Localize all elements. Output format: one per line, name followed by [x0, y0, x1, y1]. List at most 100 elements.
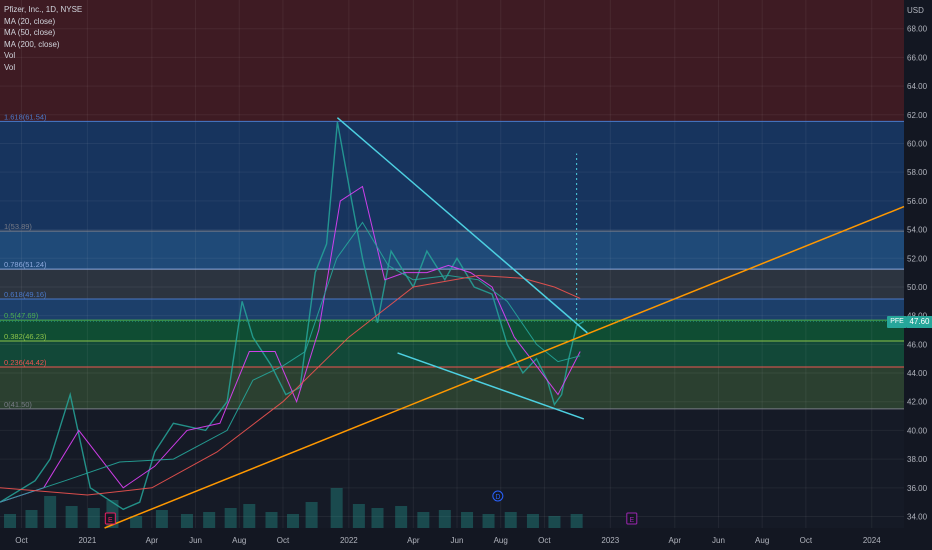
volume-bar — [65, 506, 78, 528]
volume-bar — [286, 514, 299, 528]
x-tick-label: Aug — [494, 536, 508, 545]
legend-ma200[interactable]: MA (200, close) — [4, 39, 60, 49]
volume-bar — [526, 514, 539, 528]
fib-level-label: 1.618(61.54) — [4, 112, 47, 121]
volume-bar — [180, 514, 193, 528]
volume-bar — [87, 508, 100, 528]
fib-level-label: 0.236(44.42) — [4, 358, 47, 367]
volume-bar — [417, 512, 430, 528]
legend-vol-1[interactable]: Vol — [4, 51, 16, 61]
y-tick-label: 64.00 — [907, 82, 928, 91]
series-line — [0, 185, 581, 503]
fib-zone — [0, 341, 904, 368]
legend-ma50[interactable]: MA (50, close) — [4, 28, 56, 38]
x-tick-label: Jun — [451, 536, 464, 545]
x-tick-label: Jun — [712, 536, 725, 545]
fib-zone-top — [0, 0, 904, 122]
y-tick-label: 46.00 — [907, 340, 928, 349]
x-tick-label: 2021 — [78, 536, 96, 545]
earnings-marker — [626, 512, 638, 525]
trendline — [104, 205, 905, 529]
volume-bar — [224, 508, 237, 528]
y-tick-label: 56.00 — [907, 197, 928, 206]
y-tick-label: 58.00 — [907, 168, 928, 177]
x-tick-label: Apr — [407, 536, 420, 545]
x-tick-label: Jun — [189, 536, 202, 545]
x-tick-label: 2022 — [340, 536, 358, 545]
volume-bar — [570, 514, 583, 528]
x-tick-label: Apr — [146, 536, 159, 545]
event-marker-label: E — [629, 517, 634, 524]
series-line — [0, 121, 585, 511]
fib-zone — [0, 320, 904, 342]
series-line — [0, 221, 581, 503]
volume-bar — [130, 516, 143, 528]
volume-bar — [44, 496, 57, 528]
x-tick-label: Oct — [15, 536, 28, 545]
fib-level-label: 0.786(51.24) — [4, 260, 47, 269]
y-tick-label: 62.00 — [907, 111, 928, 120]
event-marker-label: E — [108, 517, 113, 524]
event-marker-label: D — [495, 494, 500, 501]
symbol-tag: PFE — [887, 316, 907, 328]
fib-level-label: 0.618(49.16) — [4, 290, 47, 299]
y-tick-label: 38.00 — [907, 455, 928, 464]
fib-zone — [0, 299, 904, 321]
volume-bar — [395, 506, 408, 528]
x-tick-label: Aug — [755, 536, 769, 545]
y-tick-label: 44.00 — [907, 369, 928, 378]
trendline — [336, 117, 588, 334]
volume-bar — [155, 510, 168, 528]
fib-level-label: 0(41.50) — [4, 400, 32, 409]
x-tick-label: Oct — [277, 536, 290, 545]
y-tick-label: 40.00 — [907, 426, 928, 435]
x-tick-label: 2024 — [863, 536, 881, 545]
y-tick-label: 42.00 — [907, 398, 928, 407]
indicator-legend: Pfizer, Inc., 1D, NYSE MA (20, close) MA… — [4, 4, 82, 74]
currency-label: USD — [907, 6, 924, 15]
last-price-tag: 47.60 — [907, 316, 932, 328]
volume-bar — [243, 504, 256, 528]
volume-bar — [265, 512, 278, 528]
fib-zone-bottom — [0, 408, 904, 528]
volume-bar — [438, 510, 451, 528]
legend-ma20[interactable]: MA (20, close) — [4, 16, 56, 26]
fib-zone — [0, 269, 904, 300]
volume-bar — [352, 504, 365, 528]
x-tick-label: Oct — [800, 536, 813, 545]
fib-level-label: 0.5(47.69) — [4, 311, 39, 320]
volume-bar — [482, 514, 495, 528]
volume-bar — [504, 512, 517, 528]
x-tick-label: Apr — [669, 536, 682, 545]
fib-level-label: 1(53.89) — [4, 222, 32, 231]
x-tick-label: Oct — [538, 536, 551, 545]
y-tick-label: 50.00 — [907, 283, 928, 292]
y-tick-label: 34.00 — [907, 513, 928, 522]
x-tick-label: Aug — [232, 536, 246, 545]
y-tick-label: 52.00 — [907, 254, 928, 263]
fib-zone — [0, 231, 904, 270]
y-tick-label: 36.00 — [907, 484, 928, 493]
volume-bar — [25, 510, 38, 528]
legend-title[interactable]: Pfizer, Inc., 1D, NYSE — [4, 5, 83, 14]
fib-zone — [0, 121, 904, 232]
fib-level-label: 0.382(46.23) — [4, 332, 47, 341]
volume-bar — [548, 516, 561, 528]
volume-bar — [4, 514, 17, 528]
volume-bar — [203, 512, 216, 528]
y-tick-label: 60.00 — [907, 139, 928, 148]
y-tick-label: 68.00 — [907, 25, 928, 34]
volume-bar — [330, 488, 343, 528]
x-tick-label: 2023 — [601, 536, 619, 545]
volume-bar — [461, 512, 474, 528]
series-line — [0, 274, 581, 496]
legend-vol-2[interactable]: Vol — [4, 62, 16, 72]
volume-bar — [371, 508, 384, 528]
earnings-marker — [104, 512, 116, 525]
y-tick-label: 54.00 — [907, 226, 928, 235]
dividend-marker — [492, 490, 504, 502]
volume-bar — [305, 502, 318, 528]
y-tick-label: 66.00 — [907, 53, 928, 62]
trendline — [397, 352, 585, 420]
